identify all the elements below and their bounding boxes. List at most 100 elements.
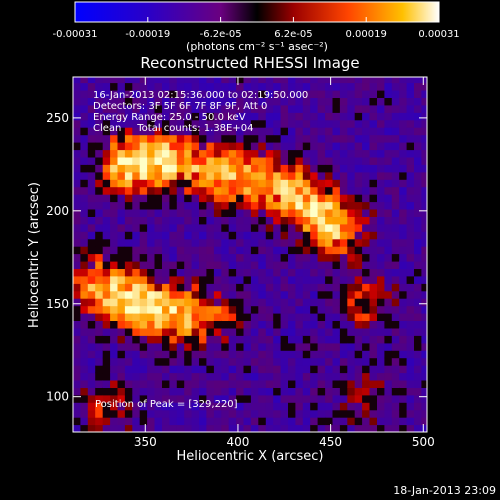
heatmap-cell xyxy=(258,313,267,321)
heatmap-cell xyxy=(110,268,119,277)
heatmap-cell xyxy=(87,231,96,240)
heatmap-cell xyxy=(199,156,207,165)
heatmap-cell xyxy=(347,179,356,188)
heatmap-cell xyxy=(95,283,104,292)
heatmap-cell xyxy=(369,156,378,165)
heatmap-cell xyxy=(414,77,422,84)
heatmap-cell xyxy=(414,112,422,121)
heatmap-cell xyxy=(399,261,408,269)
heatmap-cell xyxy=(302,320,311,329)
heatmap-cell xyxy=(347,261,356,269)
heatmap-cell xyxy=(325,380,334,388)
heatmap-cell xyxy=(302,104,311,113)
heatmap-cell xyxy=(117,387,126,396)
heatmap-cell xyxy=(139,171,148,180)
heatmap-cell xyxy=(236,142,245,151)
heatmap-cell xyxy=(191,164,200,173)
heatmap-cell xyxy=(236,417,245,426)
heatmap-cell xyxy=(221,365,230,374)
heatmap-cell xyxy=(414,327,422,336)
heatmap-cell xyxy=(362,142,371,151)
heatmap-cell xyxy=(377,246,385,255)
heatmap-cell xyxy=(73,372,81,381)
heatmap-cell xyxy=(302,156,311,165)
heatmap-cell xyxy=(154,209,163,217)
heatmap-cell xyxy=(110,231,119,240)
heatmap-cell xyxy=(288,142,296,151)
heatmap-cell xyxy=(236,194,245,203)
heatmap-cell xyxy=(332,119,341,128)
heatmap-cell xyxy=(176,246,185,255)
heatmap-cell xyxy=(95,350,104,359)
heatmap-cell xyxy=(73,320,81,329)
heatmap-cell xyxy=(295,179,304,188)
heatmap-cell xyxy=(391,186,400,195)
heatmap-cell xyxy=(184,402,193,411)
heatmap-cell xyxy=(369,283,378,292)
heatmap-cell xyxy=(325,387,334,396)
heatmap-cell xyxy=(206,275,215,284)
heatmap-cell xyxy=(406,77,415,84)
heatmap-cell xyxy=(191,209,200,217)
heatmap-cell xyxy=(377,90,385,98)
heatmap-cell xyxy=(399,112,408,121)
heatmap-cell xyxy=(139,127,148,136)
heatmap-cell xyxy=(414,216,422,225)
heatmap-cell xyxy=(295,112,304,121)
heatmap-cell xyxy=(414,394,422,403)
heatmap-cell xyxy=(228,90,237,98)
heatmap-cell xyxy=(384,209,393,217)
heatmap-cell xyxy=(347,394,356,403)
heatmap-cell xyxy=(87,216,96,225)
heatmap-cell xyxy=(102,231,111,240)
heatmap-cell xyxy=(80,357,89,366)
heatmap-cell xyxy=(317,387,326,396)
heatmap-cell xyxy=(132,127,141,136)
heatmap-cell xyxy=(154,77,163,84)
heatmap-cell xyxy=(206,387,215,396)
heatmap-cell xyxy=(80,164,89,173)
heatmap-cell xyxy=(258,142,267,151)
heatmap-cell xyxy=(110,201,119,210)
heatmap-cell xyxy=(280,127,289,136)
heatmap-cell xyxy=(132,335,141,344)
heatmap-cell xyxy=(213,82,222,91)
heatmap-cell xyxy=(102,268,111,277)
heatmap-cell xyxy=(414,194,422,203)
heatmap-cell xyxy=(295,119,304,128)
colorbar-tick-label: 6.2e-05 xyxy=(274,29,312,40)
heatmap-cell xyxy=(117,342,126,351)
heatmap-cell xyxy=(80,417,89,426)
heatmap-cell xyxy=(95,380,104,388)
heatmap-cell xyxy=(384,238,393,247)
heatmap-cell xyxy=(73,164,81,173)
heatmap-cell xyxy=(213,335,222,344)
heatmap-cell xyxy=(325,417,334,426)
heatmap-cell xyxy=(414,313,422,321)
heatmap-cell xyxy=(325,261,334,269)
heatmap-cell xyxy=(354,216,363,225)
heatmap-cell xyxy=(288,216,296,225)
heatmap-cell xyxy=(191,231,200,240)
heatmap-cell xyxy=(250,417,259,426)
heatmap-cell xyxy=(250,164,259,173)
heatmap-cell xyxy=(95,77,104,84)
heatmap-cell xyxy=(377,179,385,188)
heatmap-cell xyxy=(169,283,178,292)
heatmap-cell xyxy=(339,268,348,277)
heatmap-cell xyxy=(273,283,282,292)
heatmap-cell xyxy=(80,290,89,299)
heatmap-cell xyxy=(310,275,319,284)
heatmap-cell xyxy=(169,127,178,136)
heatmap-cell xyxy=(295,275,304,284)
heatmap-cell xyxy=(250,231,259,240)
heatmap-cell xyxy=(95,372,104,381)
heatmap-cell xyxy=(384,90,393,98)
heatmap-cell xyxy=(132,298,141,307)
heatmap-cell xyxy=(325,238,334,247)
heatmap-cell xyxy=(80,409,89,418)
heatmap-cell xyxy=(339,149,348,158)
heatmap-cell xyxy=(339,380,348,388)
heatmap-cell xyxy=(362,409,371,418)
heatmap-cell xyxy=(73,134,81,143)
